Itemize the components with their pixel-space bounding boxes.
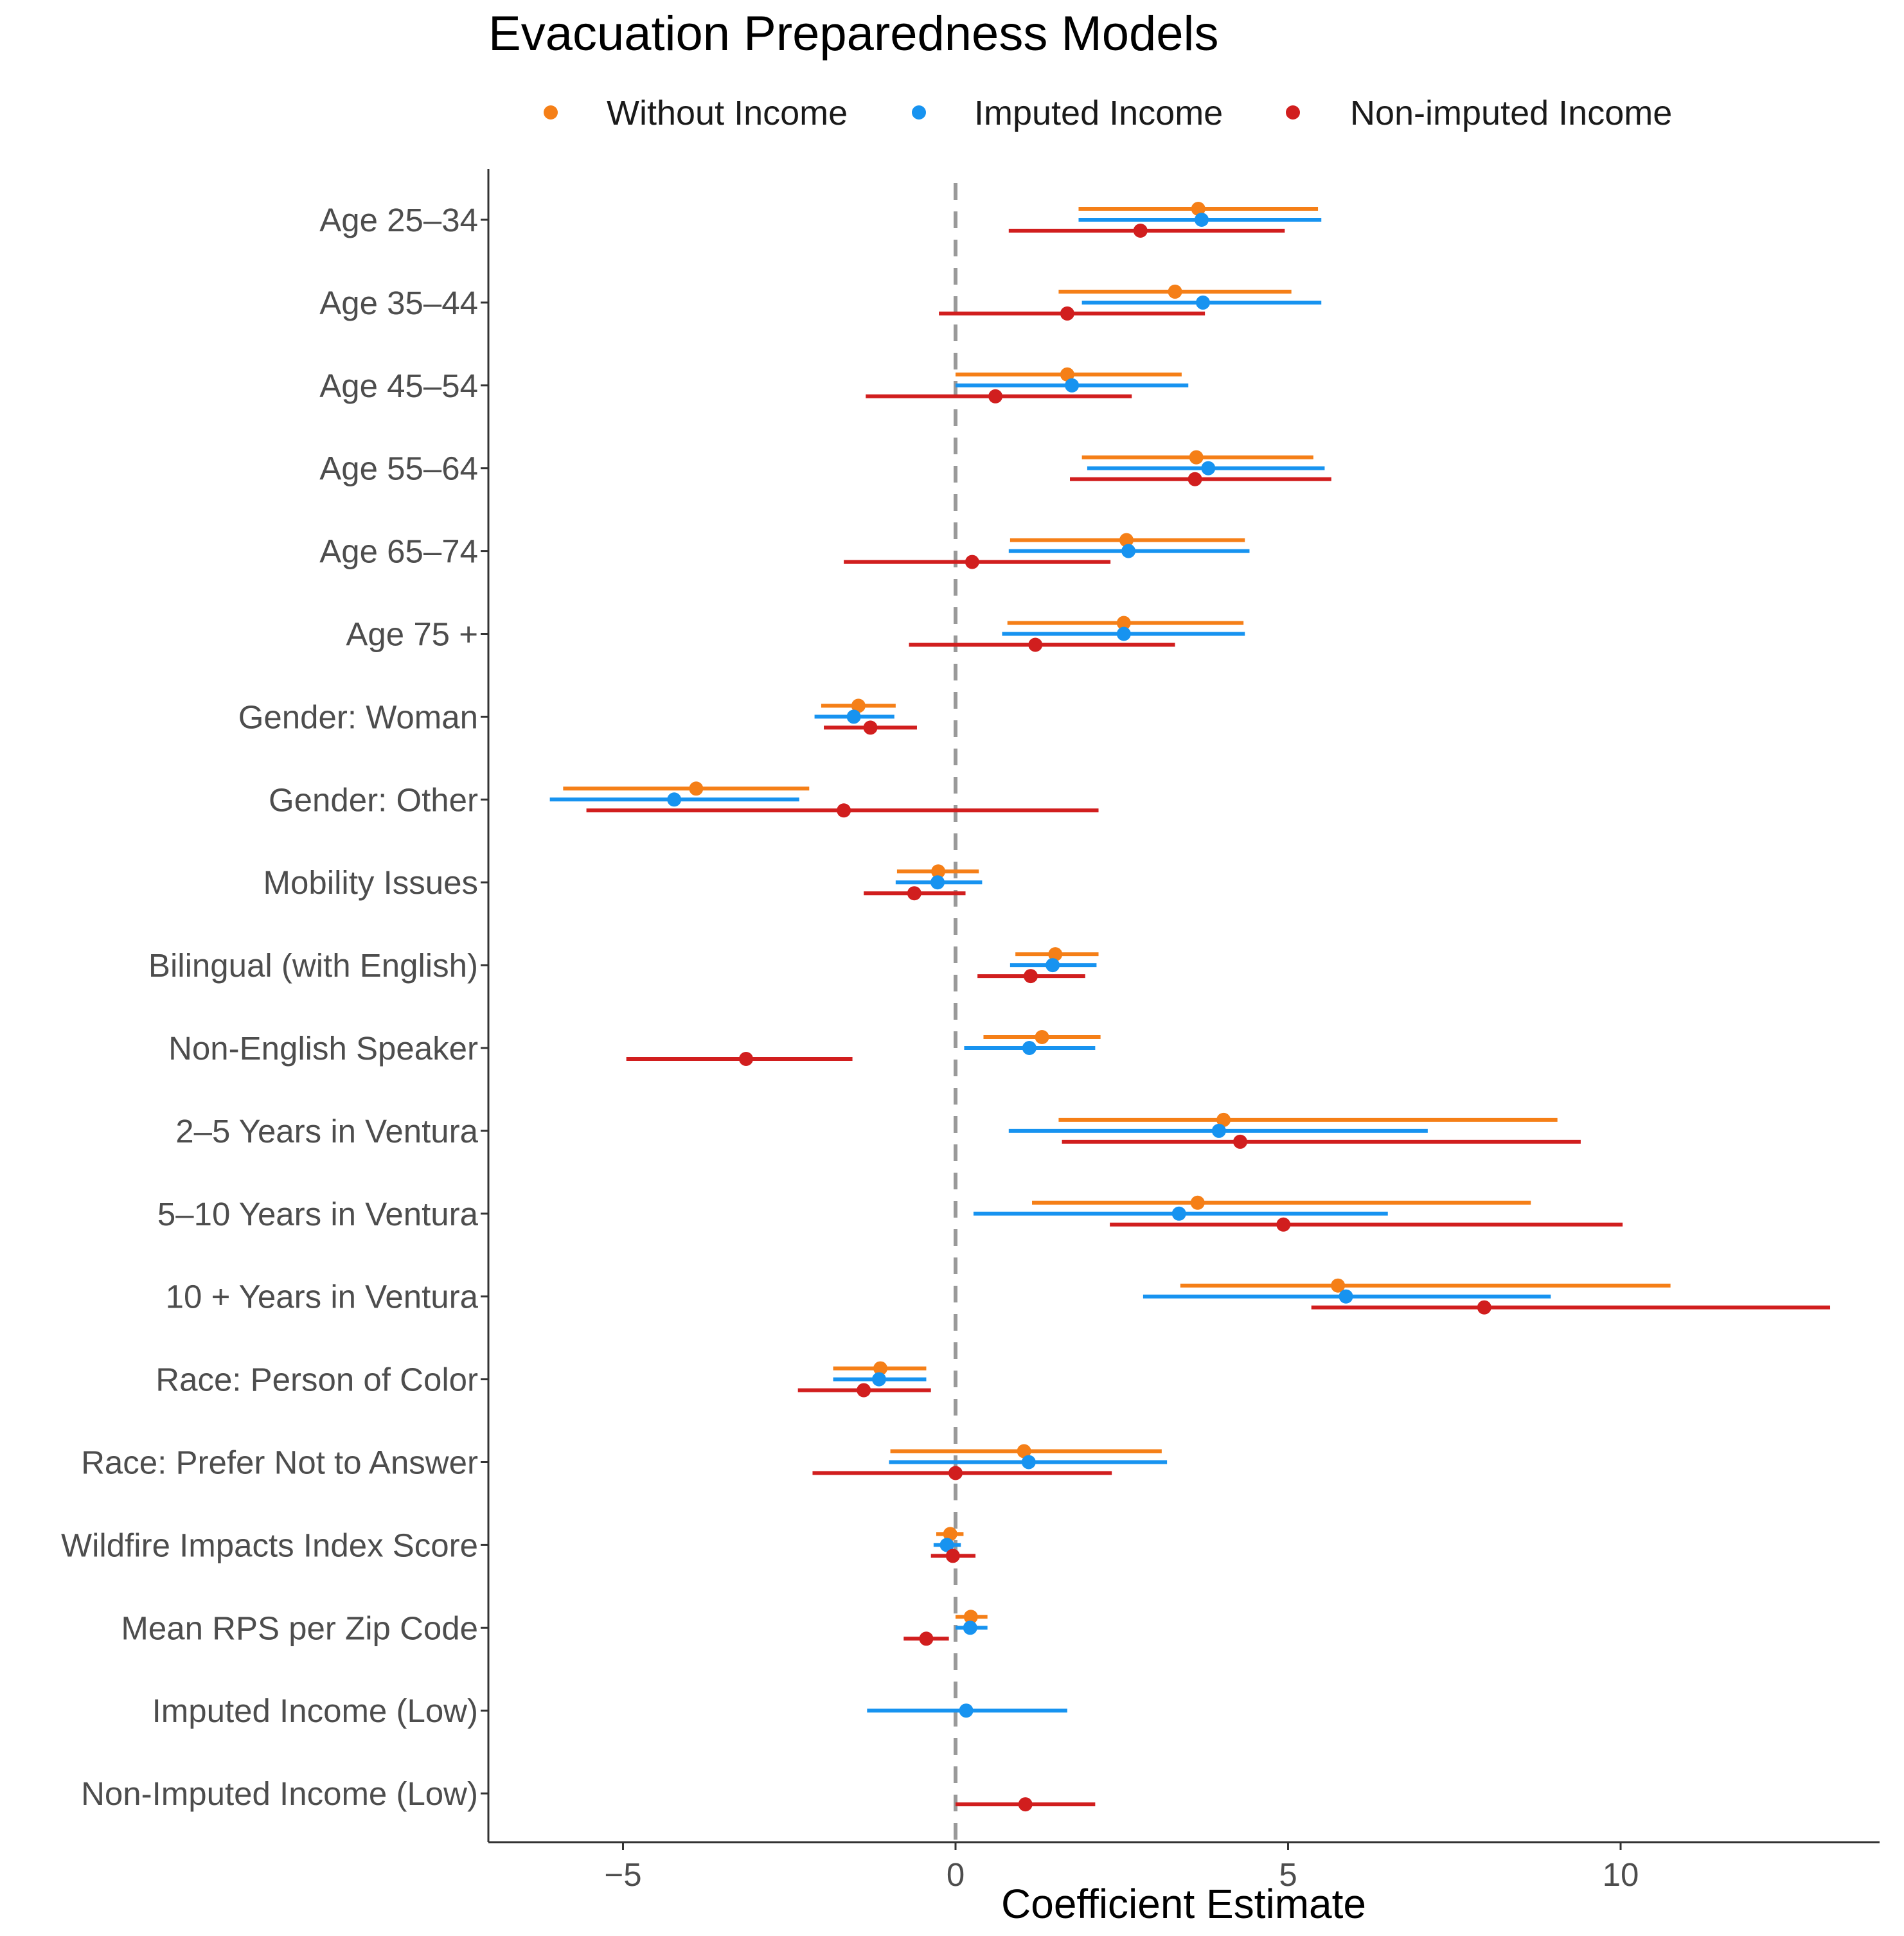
point-without-income — [1035, 1030, 1049, 1044]
x-tick-label: 10 — [1603, 1856, 1639, 1893]
point-without-income — [1017, 1444, 1031, 1459]
point-non-imputed-income — [1023, 969, 1038, 984]
point-without-income — [931, 864, 946, 879]
y-tick-label: 10 + Years in Ventura — [166, 1279, 479, 1315]
point-without-income — [963, 1610, 978, 1624]
x-tick-label: −5 — [604, 1856, 641, 1893]
point-without-income — [943, 1527, 957, 1541]
y-tick-label: Bilingual (with English) — [148, 947, 478, 984]
legend-marker-non-imputed-income — [1286, 105, 1300, 120]
point-non-imputed-income — [863, 720, 878, 735]
point-without-income — [851, 698, 866, 713]
legend-label-non-imputed-income: Non-imputed Income — [1350, 94, 1672, 132]
point-non-imputed-income — [1133, 224, 1148, 238]
y-tick-label: Age 45–54 — [319, 368, 478, 404]
point-imputed-income — [1065, 378, 1080, 393]
legend-label-imputed-income: Imputed Income — [974, 94, 1223, 132]
x-axis-title: Coefficient Estimate — [1001, 1881, 1366, 1927]
point-non-imputed-income — [1232, 1134, 1247, 1149]
point-imputed-income — [939, 1538, 954, 1552]
point-without-income — [873, 1361, 888, 1376]
x-tick-label: 0 — [947, 1856, 965, 1893]
y-tick-label: Race: Person of Color — [156, 1362, 478, 1398]
point-without-income — [1048, 947, 1063, 962]
point-without-income — [1116, 616, 1131, 630]
legend-marker-without-income — [544, 105, 558, 120]
point-non-imputed-income — [738, 1052, 753, 1066]
y-tick-label: Race: Prefer Not to Answer — [81, 1444, 478, 1481]
legend-marker-imputed-income — [912, 105, 926, 120]
y-tick-label: Age 55–64 — [319, 450, 478, 487]
point-imputed-income — [930, 875, 945, 890]
point-imputed-income — [846, 709, 861, 724]
point-imputed-income — [1194, 213, 1209, 227]
point-without-income — [1119, 533, 1134, 547]
y-tick-label: Age 75 + — [346, 616, 478, 653]
point-without-income — [689, 781, 704, 796]
y-tick-label: Gender: Woman — [238, 698, 478, 735]
y-tick-label: Age 35–44 — [319, 285, 478, 321]
legend-label-without-income: Without Income — [607, 94, 848, 132]
point-without-income — [1190, 1195, 1205, 1210]
x-axis-ticks: −5 0 5 10 — [604, 1842, 1639, 1893]
legend: Without Income Imputed Income Non-impute… — [544, 94, 1672, 132]
point-non-imputed-income — [988, 389, 1003, 404]
point-imputed-income — [667, 792, 682, 807]
y-tick-label: Gender: Other — [269, 781, 478, 818]
point-without-income — [1168, 284, 1182, 299]
point-without-income — [1191, 202, 1206, 216]
point-non-imputed-income — [1018, 1797, 1033, 1812]
point-non-imputed-income — [857, 1383, 871, 1398]
point-without-income — [1331, 1278, 1346, 1293]
point-imputed-income — [1022, 1041, 1037, 1055]
y-tick-label: Imputed Income (Low) — [152, 1692, 478, 1729]
point-imputed-income — [1196, 295, 1211, 310]
point-non-imputed-income — [965, 555, 979, 569]
chart-title: Evacuation Preparedness Models — [488, 6, 1218, 61]
point-without-income — [1216, 1112, 1231, 1127]
point-imputed-income — [1121, 544, 1136, 558]
y-tick-label: Wildfire Impacts Index Score — [61, 1527, 478, 1563]
y-tick-label: Age 25–34 — [319, 202, 478, 238]
point-without-income — [1189, 450, 1204, 465]
point-imputed-income — [871, 1372, 886, 1387]
point-non-imputed-income — [837, 803, 851, 818]
y-tick-label: Mean RPS per Zip Code — [121, 1610, 478, 1646]
point-imputed-income — [1171, 1206, 1186, 1221]
point-non-imputed-income — [919, 1631, 934, 1646]
point-without-income — [1060, 367, 1074, 382]
y-tick-label: Age 65–74 — [319, 533, 478, 570]
point-non-imputed-income — [907, 886, 921, 901]
point-non-imputed-income — [1276, 1217, 1291, 1232]
point-non-imputed-income — [1060, 306, 1074, 321]
point-imputed-income — [1211, 1123, 1226, 1138]
y-tick-label: 5–10 Years in Ventura — [157, 1196, 479, 1232]
point-imputed-income — [1201, 461, 1216, 475]
point-imputed-income — [1339, 1289, 1353, 1304]
y-tick-label: Non-Imputed Income (Low) — [81, 1775, 478, 1812]
point-non-imputed-income — [1028, 637, 1043, 652]
plot-area: Age 25–34 Age 35–44 Age 45–54 Age 55–64 Age … — [61, 169, 1880, 1893]
point-imputed-income — [959, 1703, 974, 1718]
point-imputed-income — [1116, 626, 1131, 641]
point-imputed-income — [1021, 1455, 1036, 1470]
y-axis-ticks: Age 25–34 Age 35–44 Age 45–54 Age 55–64 Age … — [61, 202, 488, 1812]
x-tick-label: 5 — [1279, 1856, 1297, 1893]
y-tick-label: Non-English Speaker — [168, 1030, 478, 1067]
y-tick-label: Mobility Issues — [263, 864, 478, 901]
point-imputed-income — [963, 1621, 977, 1635]
point-non-imputed-income — [1477, 1300, 1491, 1315]
y-tick-label: 2–5 Years in Ventura — [175, 1113, 478, 1150]
series-marks — [549, 202, 1831, 1812]
point-non-imputed-income — [1188, 472, 1202, 486]
point-imputed-income — [1045, 958, 1060, 973]
point-non-imputed-income — [948, 1466, 963, 1480]
point-non-imputed-income — [945, 1549, 960, 1563]
